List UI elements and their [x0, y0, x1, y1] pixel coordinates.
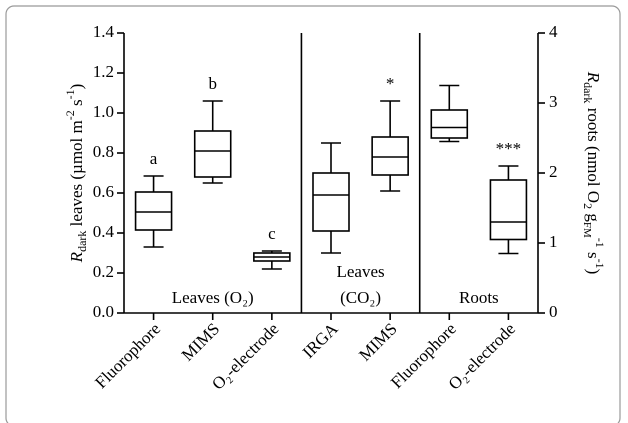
y-tick-label: 0.2 [93, 262, 114, 281]
figure-frame [5, 5, 621, 423]
box [312, 172, 350, 232]
box [371, 136, 409, 176]
significance-label: * [386, 74, 395, 93]
y-tick-label: 1.2 [93, 62, 114, 81]
x-tick-label: MIMS [355, 319, 401, 365]
significance-label: *** [496, 139, 522, 158]
panel-label: Leaves [337, 262, 385, 281]
box [489, 179, 528, 241]
y-tick-label: 0.8 [93, 142, 114, 161]
box [430, 109, 469, 139]
box [134, 191, 173, 231]
panel-label: Leaves (O₂) [172, 288, 254, 307]
x-tick-label: IRGA [299, 319, 342, 362]
box [193, 130, 232, 178]
significance-label: c [268, 224, 276, 243]
y-axis-label: Rdark leaves (µmol m-2 s-1) [63, 84, 89, 264]
y2-tick-label: 2 [549, 162, 558, 181]
significance-label: a [150, 149, 158, 168]
y-tick-label: 0.4 [93, 222, 115, 241]
y-tick-label: 1.0 [93, 102, 114, 121]
x-tick-label: MIMS [178, 319, 224, 365]
x-tick-label: Fluorophore [91, 319, 164, 392]
y-tick-label: 0.0 [93, 302, 114, 321]
significance-label: b [208, 74, 217, 93]
y2-tick-label: 4 [549, 22, 558, 41]
y-tick-label: 0.6 [93, 182, 114, 201]
panel-label: (CO₂) [340, 288, 381, 307]
y2-tick-label: 0 [549, 302, 558, 321]
y-tick-label: 1.4 [93, 22, 115, 41]
panel-label: Roots [459, 288, 499, 307]
y2-tick-label: 1 [549, 232, 558, 251]
y2-tick-label: 3 [549, 92, 558, 111]
y2-axis-label: Rdark roots (nmol O2 gFM-1 s-1) [581, 71, 607, 275]
